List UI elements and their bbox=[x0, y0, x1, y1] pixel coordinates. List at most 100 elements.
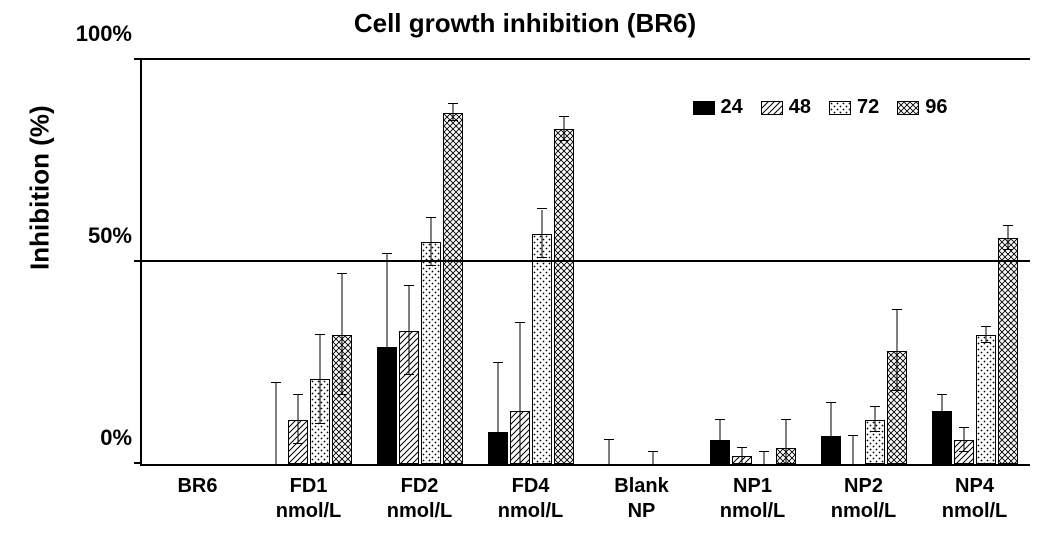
bar-slot bbox=[865, 60, 885, 464]
error-cap bbox=[537, 208, 547, 209]
category-label: NP2 nmol/L bbox=[831, 464, 897, 524]
error-bar bbox=[319, 335, 320, 424]
chart-title: Cell growth inhibition (BR6) bbox=[0, 8, 1050, 39]
error-bar bbox=[430, 218, 431, 266]
legend-label: 24 bbox=[721, 96, 743, 119]
error-bar bbox=[719, 420, 720, 460]
legend-item: 24 bbox=[693, 96, 743, 119]
bar-slot bbox=[199, 60, 219, 464]
plot-area: BR6FD1 nmol/LFD2 nmol/LFD4 nmol/LBlank N… bbox=[140, 60, 1030, 466]
error-cap bbox=[892, 309, 902, 310]
category-label: NP1 nmol/L bbox=[720, 464, 786, 524]
error-bar bbox=[763, 452, 764, 464]
bar-slot bbox=[621, 60, 641, 464]
bar-slot bbox=[332, 60, 352, 464]
y-tick-mark bbox=[134, 58, 142, 60]
error-cap bbox=[715, 459, 725, 460]
bar-slot bbox=[421, 60, 441, 464]
error-cap bbox=[448, 120, 458, 121]
error-bar bbox=[1007, 226, 1008, 250]
error-bar bbox=[941, 395, 942, 427]
bar bbox=[554, 129, 574, 464]
bar bbox=[998, 238, 1018, 464]
error-bar bbox=[275, 383, 276, 464]
legend-item: 96 bbox=[897, 96, 947, 119]
bar-group: FD1 nmol/L bbox=[253, 60, 364, 464]
error-cap bbox=[293, 443, 303, 444]
error-cap bbox=[937, 427, 947, 428]
y-tick-label: 50% bbox=[88, 223, 142, 249]
bar-slot bbox=[155, 60, 175, 464]
error-cap bbox=[892, 390, 902, 391]
error-cap bbox=[448, 103, 458, 104]
error-cap bbox=[737, 447, 747, 448]
legend-swatch bbox=[693, 101, 715, 115]
error-bar bbox=[519, 323, 520, 464]
error-cap bbox=[781, 419, 791, 420]
error-cap bbox=[315, 334, 325, 335]
legend-label: 72 bbox=[857, 96, 879, 119]
error-cap bbox=[493, 362, 503, 363]
bar-slot bbox=[399, 60, 419, 464]
bar-slot bbox=[310, 60, 330, 464]
error-cap bbox=[870, 431, 880, 432]
bar-slot bbox=[710, 60, 730, 464]
bar-slot bbox=[443, 60, 463, 464]
category-label: BR6 bbox=[177, 464, 217, 499]
bar bbox=[421, 242, 441, 464]
error-bar bbox=[785, 420, 786, 464]
bar bbox=[976, 335, 996, 464]
error-cap bbox=[981, 342, 991, 343]
bar-slot bbox=[932, 60, 952, 464]
bar-slot bbox=[976, 60, 996, 464]
error-bar bbox=[297, 395, 298, 443]
error-bar bbox=[741, 448, 742, 464]
y-tick-mark bbox=[134, 260, 142, 262]
error-cap bbox=[759, 451, 769, 452]
error-cap bbox=[293, 394, 303, 395]
bar-group: NP2 nmol/L bbox=[808, 60, 919, 464]
error-cap bbox=[1003, 249, 1013, 250]
error-cap bbox=[937, 394, 947, 395]
bar-group: Blank NP bbox=[586, 60, 697, 464]
error-bar bbox=[896, 310, 897, 391]
error-cap bbox=[848, 435, 858, 436]
error-cap bbox=[537, 257, 547, 258]
gridline bbox=[142, 260, 1030, 262]
error-cap bbox=[826, 402, 836, 403]
error-cap bbox=[315, 423, 325, 424]
bar-slot bbox=[266, 60, 286, 464]
bar-group: BR6 bbox=[142, 60, 253, 464]
legend-item: 48 bbox=[761, 96, 811, 119]
error-cap bbox=[271, 382, 281, 383]
error-cap bbox=[959, 451, 969, 452]
bar-slot bbox=[599, 60, 619, 464]
error-cap bbox=[648, 451, 658, 452]
error-bar bbox=[852, 436, 853, 464]
category-label: NP4 nmol/L bbox=[942, 464, 1008, 524]
error-cap bbox=[959, 427, 969, 428]
error-bar bbox=[652, 452, 653, 464]
error-bar bbox=[497, 363, 498, 464]
error-cap bbox=[404, 285, 414, 286]
bar-slot bbox=[998, 60, 1018, 464]
error-cap bbox=[604, 439, 614, 440]
bar-slot bbox=[843, 60, 863, 464]
gridline bbox=[142, 58, 1030, 60]
error-cap bbox=[337, 273, 347, 274]
error-bar bbox=[874, 407, 875, 431]
error-cap bbox=[426, 217, 436, 218]
chart-container: Cell growth inhibition (BR6) Inhibition … bbox=[0, 0, 1050, 556]
legend: 24 48 72 96 bbox=[693, 96, 948, 119]
y-tick-mark bbox=[134, 462, 142, 464]
error-bar bbox=[563, 117, 564, 141]
bar bbox=[532, 234, 552, 464]
y-axis-label: Inhibition (%) bbox=[25, 105, 56, 270]
error-bar bbox=[452, 104, 453, 120]
error-cap bbox=[382, 439, 392, 440]
bar-group: NP4 nmol/L bbox=[919, 60, 1030, 464]
bar-slot bbox=[954, 60, 974, 464]
legend-item: 72 bbox=[829, 96, 879, 119]
error-cap bbox=[559, 116, 569, 117]
legend-label: 48 bbox=[789, 96, 811, 119]
